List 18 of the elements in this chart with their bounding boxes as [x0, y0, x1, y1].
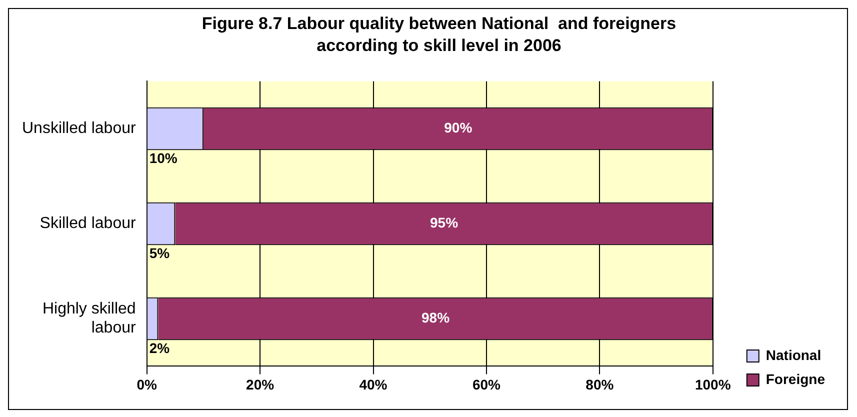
- x-tick-label: 80%: [586, 376, 614, 392]
- x-tick-label: 20%: [246, 376, 275, 392]
- data-label: 2%: [149, 340, 170, 356]
- data-label: 10%: [149, 150, 178, 166]
- chart-title: Figure 8.7 Labour quality between National and foreigners according to skill level in 2006: [200, 13, 678, 57]
- y-tick-label: Skilled labour: [40, 215, 136, 232]
- data-label: 5%: [149, 244, 170, 261]
- data-label: 95%: [430, 214, 459, 231]
- data-label: 98%: [422, 310, 450, 326]
- legend-label: Foreigne: [766, 370, 826, 387]
- y-tick-label: Unskilled labour: [22, 120, 136, 138]
- x-tick-label: 60%: [472, 376, 502, 392]
- data-label: 90%: [444, 120, 473, 136]
- x-tick-label: 0%: [136, 376, 158, 392]
- y-tick-label: Highly skilled labour: [42, 300, 136, 337]
- x-tick-label: 40%: [359, 376, 388, 392]
- x-tick-label: 100%: [694, 376, 732, 392]
- legend-label: National: [766, 346, 822, 363]
